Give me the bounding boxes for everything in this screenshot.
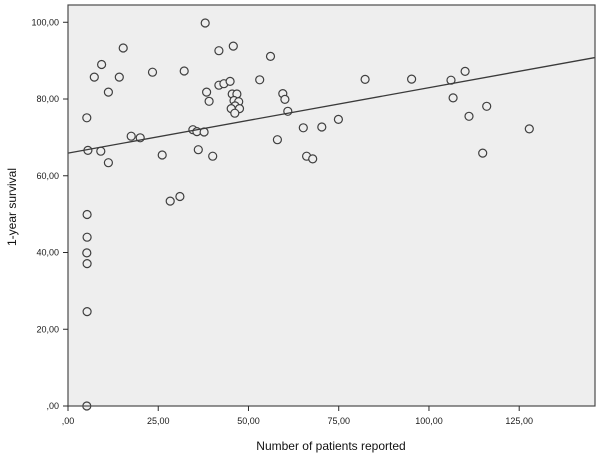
data-point (333, 114, 343, 125)
data-point (82, 259, 92, 269)
data-point (448, 93, 458, 103)
x-tick-label: ,00 (62, 416, 75, 426)
y-tick-label: 60,00 (36, 171, 59, 181)
y-tick-label: ,00 (46, 401, 59, 411)
data-point (82, 248, 92, 258)
data-point (478, 148, 488, 158)
data-point (255, 75, 265, 85)
data-point (208, 151, 218, 161)
plot-border (67, 4, 596, 407)
data-point (272, 135, 282, 145)
data-point (82, 307, 92, 317)
data-point (298, 123, 308, 133)
x-axis-title: Number of patients reported (256, 439, 406, 453)
data-point (360, 74, 370, 85)
data-point (96, 146, 106, 156)
y-tick-label: 40,00 (36, 248, 59, 258)
data-point (280, 94, 290, 105)
y-tick-label: 20,00 (36, 324, 59, 334)
data-point (464, 111, 474, 121)
data-point (103, 87, 114, 97)
data-point (179, 66, 189, 76)
data-point (82, 113, 92, 123)
data-point (175, 191, 185, 202)
data-point (82, 232, 92, 242)
data-point (126, 131, 136, 141)
data-point (114, 72, 124, 82)
data-point (157, 150, 167, 160)
data-point (524, 124, 534, 134)
y-tick-label: 80,00 (36, 94, 59, 104)
data-point (118, 43, 128, 53)
data-point (265, 51, 276, 62)
x-tick-label: 25,00 (147, 416, 170, 426)
x-tick-label: 75,00 (327, 416, 350, 426)
data-point (193, 145, 203, 155)
data-point (96, 59, 107, 70)
trend-line (67, 56, 596, 154)
data-point (230, 108, 240, 118)
data-point (202, 87, 212, 97)
data-point (482, 101, 492, 111)
data-point (225, 76, 235, 87)
data-point (214, 46, 224, 56)
x-tick-label: 100,00 (415, 416, 443, 426)
data-point (165, 196, 175, 206)
data-point (228, 41, 238, 51)
data-point (204, 96, 214, 106)
x-tick-label: 125,00 (505, 416, 533, 426)
y-tick-label: 100,00 (31, 17, 59, 27)
data-point (317, 122, 327, 132)
data-point (147, 67, 158, 77)
x-tick-label: 50,00 (237, 416, 260, 426)
data-point (82, 209, 92, 220)
data-point (460, 66, 470, 77)
data-point (200, 18, 210, 28)
data-point (103, 158, 114, 168)
plot-area-background (68, 5, 595, 406)
data-point (89, 72, 99, 82)
y-axis-title: 1-year survival (5, 167, 19, 247)
data-point (407, 74, 417, 84)
data-point (308, 154, 318, 164)
